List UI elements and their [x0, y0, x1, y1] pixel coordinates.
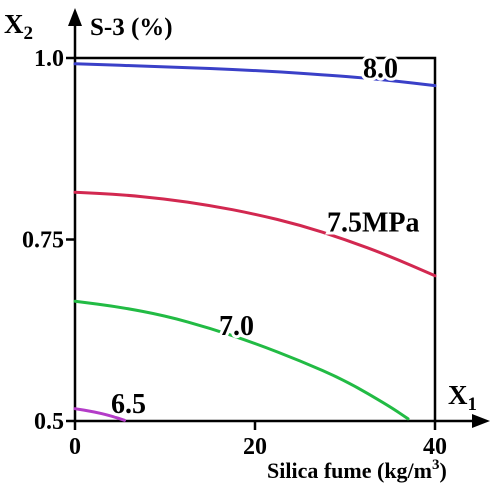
contour-line-7.5 — [73, 190, 437, 278]
contour-line-6.5 — [73, 407, 126, 422]
x-tick-label: 40 — [423, 434, 447, 460]
plot-frame — [73, 56, 437, 423]
y-tick-label: 0.75 — [22, 228, 64, 254]
contour-line-7.0 — [73, 299, 410, 421]
contour-label-halo: 8.0 — [363, 53, 398, 84]
chart-title: S-3 (%) — [90, 14, 173, 41]
contour-line-8.0 — [73, 62, 437, 88]
y-axis-arrowhead — [68, 8, 82, 26]
contour-label-halo: 6.5 — [111, 389, 146, 420]
contour-label-halo: 7.0 — [219, 311, 254, 342]
contour-labels: 6.5 7.0 7.5MPa 8.0 — [108, 50, 423, 422]
contour-label-halo: 7.5MPa — [327, 207, 420, 238]
y-axis-symbol: X2 — [4, 9, 33, 44]
x-axis-label: Silica fume (kg/m3) — [267, 457, 447, 483]
axis-ticks: 0 20 40 0.5 0.75 1.0 — [22, 46, 447, 460]
y-tick-label: 1.0 — [34, 46, 64, 72]
contour-lines — [73, 62, 437, 422]
x-tick-label: 20 — [243, 434, 267, 460]
y-tick-label: 0.5 — [34, 409, 64, 435]
x-axis-arrowhead — [472, 414, 490, 428]
x-axis-symbol: X1 — [448, 380, 477, 415]
x-tick-label: 0 — [69, 434, 81, 460]
